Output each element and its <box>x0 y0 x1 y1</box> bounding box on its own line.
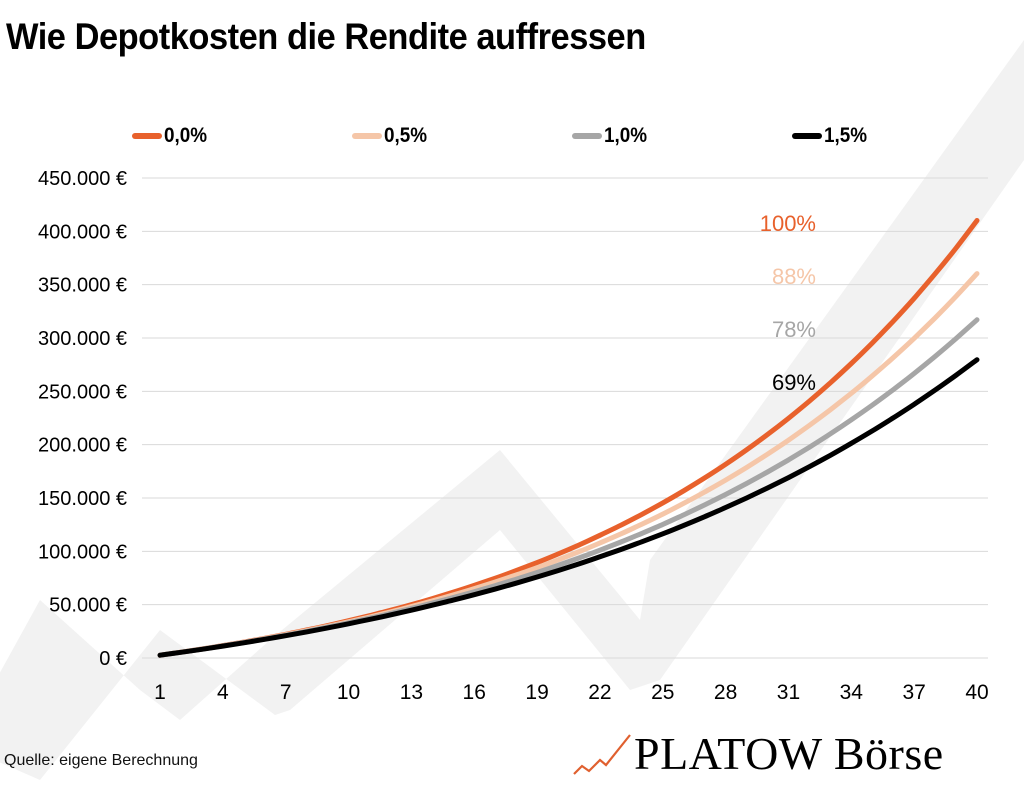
logo-text: PLATOW Börse <box>634 728 944 779</box>
x-tick-label: 13 <box>400 681 423 704</box>
x-tick-label: 28 <box>714 681 737 704</box>
y-tick-label: 300.000 € <box>38 328 127 350</box>
legend: 0,0% 0,5% 1,0% 1,5% <box>0 124 1024 154</box>
y-tick-label: 50.000 € <box>49 595 127 617</box>
x-tick-label: 37 <box>902 681 925 704</box>
series-line-0 <box>157 218 980 658</box>
legend-item: 1,0% <box>572 124 652 148</box>
gridlines <box>142 177 988 659</box>
x-tick-label: 40 <box>965 681 988 704</box>
legend-label: 1,0% <box>604 124 648 147</box>
legend-item: 0,0% <box>132 124 212 148</box>
x-tick-label: 31 <box>777 681 800 704</box>
y-tick-label: 250.000 € <box>38 381 127 403</box>
platow-boerse-logo: PLATOW Börse <box>570 727 944 777</box>
x-tick-label: 10 <box>337 681 360 704</box>
x-tick-label: 1 <box>154 681 166 704</box>
end-label: 78% <box>772 317 816 342</box>
legend-item: 1,5% <box>792 124 872 148</box>
x-tick-label: 22 <box>588 681 611 704</box>
legend-label: 1,5% <box>824 124 868 147</box>
legend-swatch-0 <box>132 133 162 139</box>
x-tick-label: 25 <box>651 681 674 704</box>
legend-swatch-3 <box>792 133 822 139</box>
legend-label: 0,0% <box>164 124 208 147</box>
end-labels: 100% 88% 78% 69% <box>760 211 816 395</box>
y-tick-label: 150.000 € <box>38 488 127 510</box>
chart-title: Wie Depotkosten die Rendite auffressen <box>6 16 646 57</box>
y-tick-label: 100.000 € <box>38 541 127 563</box>
x-tick-label: 4 <box>217 681 229 704</box>
legend-swatch-1 <box>352 133 382 139</box>
legend-item: 0,5% <box>352 124 432 148</box>
x-tick-label: 19 <box>525 681 548 704</box>
y-tick-label: 350.000 € <box>38 275 127 297</box>
legend-label: 0,5% <box>384 124 428 147</box>
series-line-3 <box>157 357 980 658</box>
series-lines <box>157 218 980 658</box>
legend-swatch-2 <box>572 133 602 139</box>
y-tick-label: 450.000 € <box>38 168 127 190</box>
end-label: 88% <box>772 264 816 289</box>
y-tick-label: 200.000 € <box>38 435 127 457</box>
x-tick-label: 7 <box>280 681 292 704</box>
end-label: 69% <box>772 370 816 395</box>
x-axis-tick-labels: 1 4 7 10 13 16 19 22 25 28 31 34 37 40 <box>154 681 989 704</box>
source-note: Quelle: eigene Berechnung <box>4 752 198 769</box>
zigzag-arrow-watermark <box>0 40 1024 780</box>
rising-chart-line-icon <box>573 734 631 775</box>
end-label: 100% <box>760 211 816 236</box>
x-tick-label: 34 <box>840 681 864 704</box>
y-tick-label: 400.000 € <box>38 221 127 243</box>
series-line-1 <box>157 271 980 658</box>
y-tick-label: 0 € <box>99 648 127 670</box>
x-tick-label: 16 <box>463 681 486 704</box>
y-axis-tick-labels: 0 € 50.000 € 100.000 € 150.000 € 200.000 € 25… <box>38 168 127 670</box>
